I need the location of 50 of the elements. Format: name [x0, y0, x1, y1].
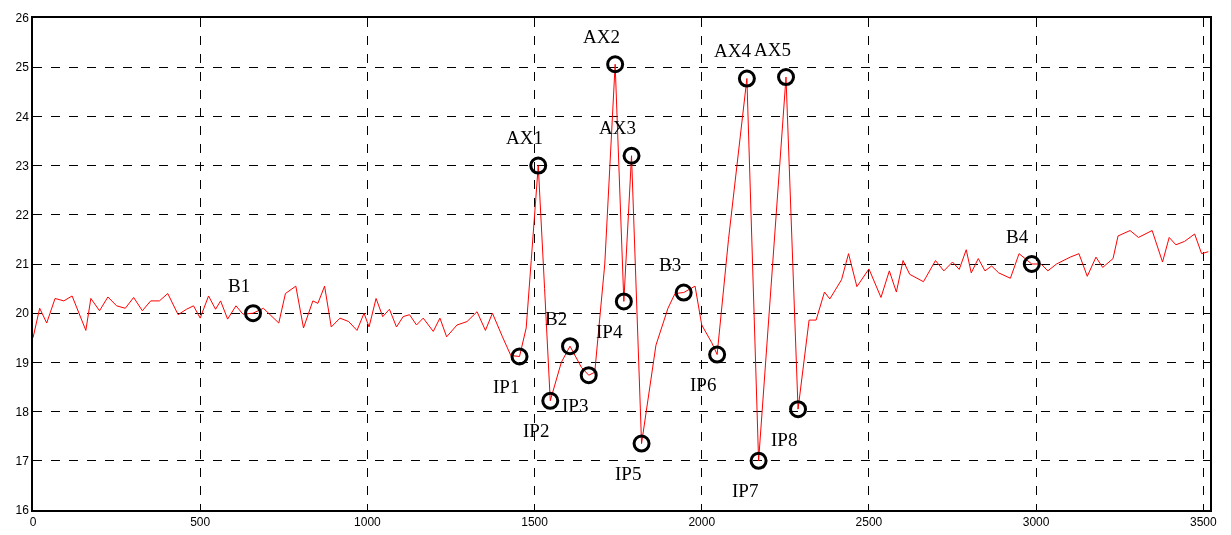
x-tick-label: 2000: [688, 515, 716, 530]
point: [606, 55, 625, 74]
point: [1022, 255, 1041, 273]
point: [674, 283, 693, 302]
y-tick-label: 25: [15, 60, 30, 75]
annotation: B2: [545, 308, 568, 329]
annotation: IP8: [771, 429, 798, 450]
x-tick-label: 1500: [521, 515, 549, 530]
annotation: IP1: [493, 376, 520, 397]
point: [749, 451, 768, 470]
point: [789, 400, 808, 419]
point: [541, 391, 560, 410]
x-tick-label: 0: [29, 515, 37, 530]
point: [708, 345, 727, 364]
y-tick-label: 19: [15, 355, 30, 370]
y-tick-label: 26: [15, 11, 30, 26]
point: [244, 304, 263, 323]
annotation: IP6: [690, 374, 717, 395]
point: [614, 292, 633, 311]
y-tick-label: 24: [15, 109, 30, 124]
point: [737, 69, 756, 88]
annotation: AX4: [714, 40, 752, 61]
annotation: IP2: [523, 420, 550, 441]
point: [777, 68, 796, 87]
annotation: B4: [1006, 226, 1029, 247]
annotation: IP5: [615, 463, 642, 484]
x-tick-label: 1000: [354, 515, 382, 530]
x-tick-label: 3000: [1022, 515, 1050, 530]
annotation: B1: [228, 275, 251, 296]
point: [561, 337, 580, 356]
y-tick-label: 17: [15, 454, 30, 468]
y-tick-label: 18: [15, 404, 30, 419]
x-tick-label: 3500: [1189, 515, 1217, 530]
point: [529, 156, 548, 175]
y-tick-label: 23: [15, 158, 30, 173]
annotation: AX2: [583, 26, 620, 47]
y-tick-label: 21: [15, 257, 30, 272]
point: [622, 146, 641, 165]
annotation: IP3: [562, 395, 589, 416]
x-tick-label: 500: [190, 515, 211, 530]
annotation: IP7: [732, 480, 759, 501]
annotation: AX5: [754, 39, 791, 60]
y-tick-label: 22: [15, 208, 30, 222]
point: [632, 434, 651, 453]
point: [510, 347, 529, 366]
point: [579, 366, 598, 385]
y-tick-label: 16: [15, 503, 30, 518]
x-tick-label: 2500: [855, 515, 883, 530]
y-tick-label: 20: [15, 306, 30, 321]
annotation: AX1: [506, 127, 543, 148]
